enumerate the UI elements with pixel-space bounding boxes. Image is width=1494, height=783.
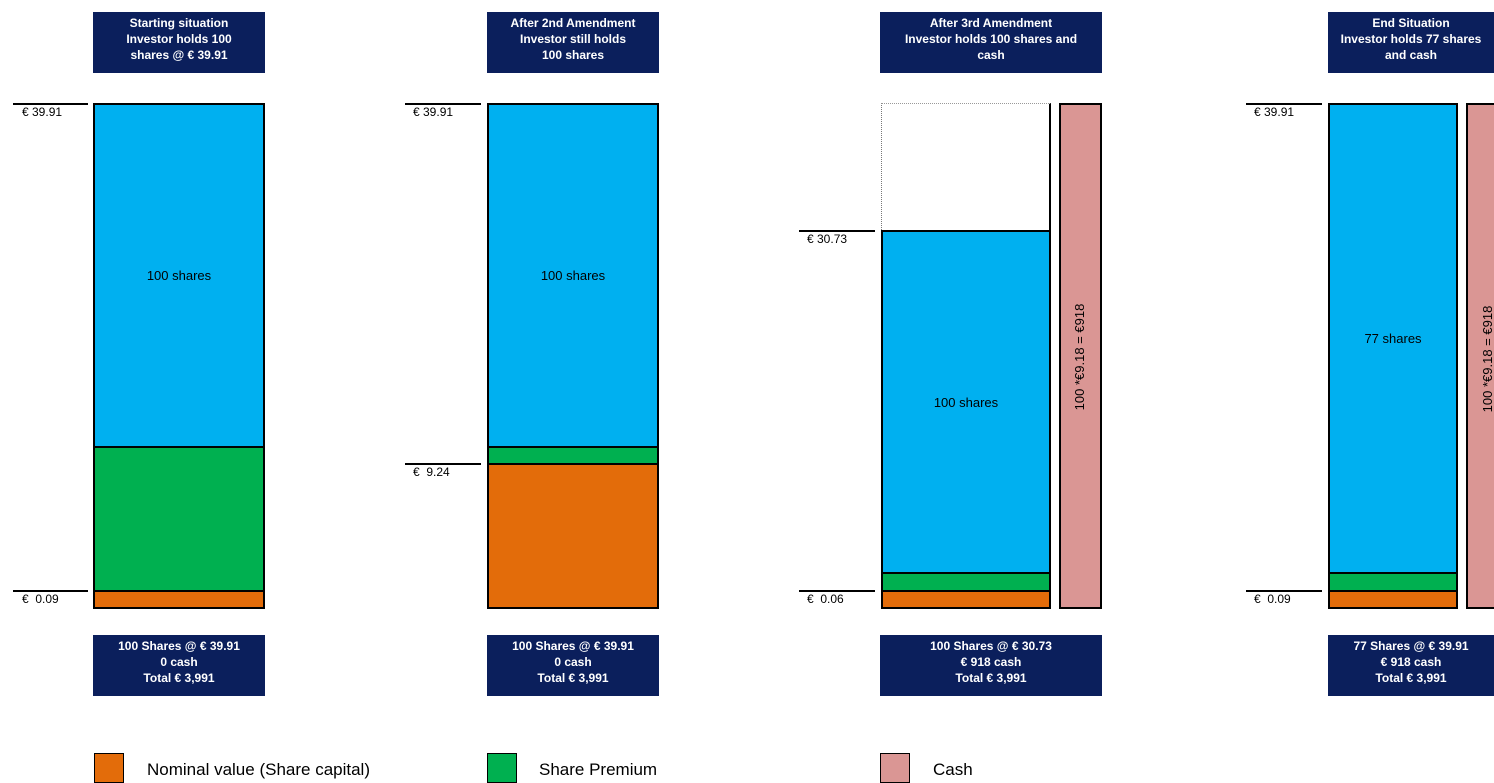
panel-2-header-line-2: Investor still holds — [519, 32, 627, 46]
panel-1-bottom-level-value: € 0.09 — [22, 592, 59, 606]
panel-4-footer: 77 Shares @ € 39.91 € 918 cash Total € 3… — [1328, 635, 1494, 696]
panel-2-bottom-level-value: € 9.24 — [413, 465, 450, 479]
panel-2-header-line-3: 100 shares — [541, 48, 605, 62]
panel-1-nominal-segment — [93, 590, 265, 609]
panel-1-header-line-1: Starting situation — [129, 16, 229, 30]
panel-2-bottom-level-line — [405, 463, 481, 465]
panel-3-footer: 100 Shares @ € 30.73 € 918 cash Total € … — [880, 635, 1102, 696]
panel-3-footer-line-2: € 918 cash — [960, 655, 1022, 669]
panel-2-footer: 100 Shares @ € 39.91 0 cash Total € 3,99… — [487, 635, 659, 696]
panel-3-footer-line-1: 100 Shares @ € 30.73 — [930, 639, 1052, 653]
panel-4-cash-segment — [1466, 103, 1494, 609]
panel-3-header-line-1: After 3rd Amendment — [929, 16, 1053, 30]
legend-label-nominal: Nominal value (Share capital) — [147, 760, 370, 779]
panel-1-top-level-value: € 39.91 — [22, 105, 63, 119]
panel-1-bar-label: 100 shares — [146, 268, 212, 283]
panel-4-header-line-3: and cash — [1384, 48, 1438, 62]
legend-swatch-nominal — [94, 753, 124, 783]
panel-3-header: After 3rd Amendment Investor holds 100 s… — [880, 12, 1102, 73]
panel-4-premium-segment — [1328, 572, 1458, 592]
panel-2-header-line-1: After 2nd Amendment — [510, 16, 636, 30]
panel-3-header-line-2: Investor holds 100 shares and — [904, 32, 1078, 46]
panel-2-header: After 2nd Amendment Investor still holds… — [487, 12, 659, 73]
panel-3-bar-label: 100 shares — [933, 395, 999, 410]
panel-2-top-level-line — [405, 103, 481, 105]
panel-3-shares-segment — [881, 230, 1051, 574]
panel-3-cash-label: 100 *€9.18 = €918 — [1072, 303, 1087, 411]
panel-1-header-line-3: shares @ € 39.91 — [130, 48, 228, 62]
panel-1-header-line-2: Investor holds 100 — [126, 32, 232, 46]
legend-label-premium: Share Premium — [539, 760, 658, 779]
panel-4-header-line-1: End Situation — [1372, 16, 1450, 30]
panel-4-cash-label: 100 *€9.18 = €918 — [1480, 305, 1494, 413]
legend-label-cash: Cash — [933, 760, 973, 779]
panel-4-footer-line-3: Total € 3,991 — [1375, 671, 1447, 685]
panel-3-reduced-value-segment — [881, 103, 1051, 232]
panel-4-nominal-segment — [1328, 590, 1458, 609]
panel-3-bottom-level-line — [799, 590, 875, 592]
panel-2-footer-line-3: Total € 3,991 — [537, 671, 609, 685]
panel-2-shares-segment — [487, 103, 659, 448]
panel-2-bar-label: 100 shares — [540, 268, 606, 283]
panel-1-header: Starting situation Investor holds 100 sh… — [93, 12, 265, 73]
panel-3-bottom-level-value: € 0.06 — [807, 592, 844, 606]
panel-1-footer: 100 Shares @ € 39.91 0 cash Total € 3,99… — [93, 635, 265, 696]
panel-3-footer-line-3: Total € 3,991 — [955, 671, 1027, 685]
panel-4-bottom-level-value: € 0.09 — [1254, 592, 1291, 606]
panel-4-footer-line-1: 77 Shares @ € 39.91 — [1353, 639, 1469, 653]
panel-1-footer-line-2: 0 cash — [160, 655, 198, 669]
panel-2-footer-line-1: 100 Shares @ € 39.91 — [512, 639, 634, 653]
panel-4-header-line-2: Investor holds 77 shares — [1340, 32, 1482, 46]
panel-1-footer-line-3: Total € 3,991 — [143, 671, 215, 685]
panel-4-shares-segment — [1328, 103, 1458, 574]
panel-3-header-line-3: cash — [977, 48, 1005, 62]
panel-3-top-level-line — [799, 230, 875, 232]
panel-2-top-level-value: € 39.91 — [413, 105, 454, 119]
panel-4-footer-line-2: € 918 cash — [1380, 655, 1442, 669]
panel-3-top-level-value: € 30.73 — [807, 232, 848, 246]
panel-4-top-level-value: € 39.91 — [1254, 105, 1295, 119]
panel-3-cash-segment — [1059, 103, 1102, 609]
panel-4-header: End Situation Investor holds 77 shares a… — [1328, 12, 1494, 73]
panel-1-shares-segment — [93, 103, 265, 448]
panel-1-footer-line-1: 100 Shares @ € 39.91 — [118, 639, 240, 653]
panel-3-nominal-segment — [881, 590, 1051, 609]
panel-1-premium-segment — [93, 446, 265, 592]
panel-2-footer-line-2: 0 cash — [554, 655, 592, 669]
legend-swatch-cash — [880, 753, 910, 783]
panel-1-top-level-line — [13, 103, 88, 105]
panel-4-bar-label: 77 shares — [1364, 331, 1422, 346]
panel-3-premium-segment — [881, 572, 1051, 592]
legend-swatch-premium — [487, 753, 517, 783]
panel-2-nominal-segment — [487, 463, 659, 609]
panel-1-bottom-level-line — [13, 590, 88, 592]
panel-4-top-level-line — [1246, 103, 1322, 105]
panel-4-bottom-level-line — [1246, 590, 1322, 592]
